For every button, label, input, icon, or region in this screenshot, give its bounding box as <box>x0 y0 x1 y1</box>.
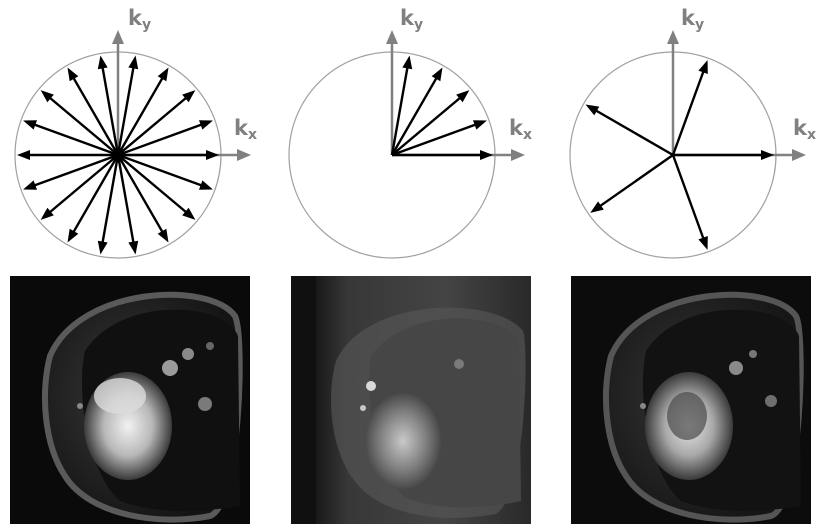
spoke-arrowhead <box>23 180 38 190</box>
kspace-plot <box>288 30 525 259</box>
ky-label: ky <box>681 6 705 33</box>
kspace-spoke <box>116 75 165 156</box>
spoke-arrowhead <box>23 120 38 130</box>
kspace-spoke <box>597 154 674 209</box>
ky-label: ky <box>400 6 424 33</box>
spoke-arrowhead <box>157 228 169 243</box>
kspace-spoke <box>671 154 706 241</box>
kspace-spoke <box>32 122 119 157</box>
ky-arrowhead <box>112 30 124 44</box>
half-sector-diagram: ky kx <box>276 0 536 272</box>
kx-arrowhead <box>237 149 251 161</box>
spoke-arrowhead <box>182 90 196 103</box>
kspace-spoke <box>71 154 120 235</box>
kspace-spoke <box>47 95 119 156</box>
spoke-arrowhead <box>206 150 219 160</box>
ky-arrowhead <box>667 30 679 44</box>
kspace-spoke <box>390 75 439 156</box>
spoke-arrowhead <box>472 120 487 130</box>
mri-image-golden-angle <box>571 276 811 524</box>
kx-arrowhead <box>792 149 806 161</box>
spoke-arrowhead <box>585 104 600 116</box>
spoke-arrowhead <box>40 207 54 220</box>
cardiac-mri-picture <box>10 276 250 524</box>
kspace-spoke <box>391 122 478 157</box>
kspace-spoke <box>117 153 204 188</box>
kspace-spoke <box>71 75 120 156</box>
ky-arrowhead <box>386 30 398 44</box>
spoke-arrowhead <box>431 67 443 82</box>
spoke-arrowhead <box>40 90 54 103</box>
kspace-spoke <box>47 154 119 215</box>
spoke-arrowhead <box>17 150 30 160</box>
spoke-arrowhead <box>456 90 470 103</box>
kspace-spoke <box>101 154 120 245</box>
kx-arrowhead <box>511 149 525 161</box>
kspace-spoke <box>117 122 204 157</box>
spoke-arrowhead <box>590 201 604 213</box>
cardiac-mri-picture <box>571 276 811 524</box>
spoke-arrowhead <box>157 67 169 82</box>
spoke-arrowhead <box>97 55 108 70</box>
spoke-arrowhead <box>128 240 139 255</box>
kspace-spoke <box>593 108 674 157</box>
kspace-spoke <box>116 154 135 245</box>
kspace-spoke <box>32 153 119 188</box>
golden-angle-diagram: ky kx <box>556 0 816 272</box>
spoke-arrowhead <box>198 180 213 190</box>
spoke-arrowhead <box>67 228 79 243</box>
spoke-arrowhead <box>402 55 413 70</box>
kx-label: kx <box>509 116 532 143</box>
kx-label: kx <box>793 116 816 143</box>
spoke-arrowhead <box>480 150 493 160</box>
spoke-arrowhead <box>67 67 79 82</box>
kspace-spoke <box>116 65 135 156</box>
spoke-arrowhead <box>198 120 213 130</box>
mri-image-half-sector <box>291 276 531 524</box>
mri-image-full-sampling <box>10 276 250 524</box>
spoke-arrowhead <box>761 150 774 160</box>
spoke-arrowhead <box>128 55 139 70</box>
kspace-plot <box>569 30 806 259</box>
kspace-spoke <box>101 65 120 156</box>
spoke-arrowhead <box>698 60 708 75</box>
spoke-arrowhead <box>97 240 108 255</box>
kspace-spoke <box>391 95 463 156</box>
kspace-spoke <box>390 65 409 156</box>
cardiac-mri-picture <box>291 276 531 524</box>
kx-label: kx <box>234 116 257 143</box>
kspace-spoke <box>116 154 165 235</box>
ky-label: ky <box>128 6 152 33</box>
spoke-arrowhead <box>182 207 196 220</box>
full-radial-diagram: ky kx <box>0 0 260 272</box>
spoke-arrowhead <box>698 235 708 250</box>
kspace-spoke <box>117 95 189 156</box>
kspace-plot <box>14 30 251 259</box>
kspace-spoke <box>671 69 706 156</box>
kspace-spoke <box>117 154 189 215</box>
